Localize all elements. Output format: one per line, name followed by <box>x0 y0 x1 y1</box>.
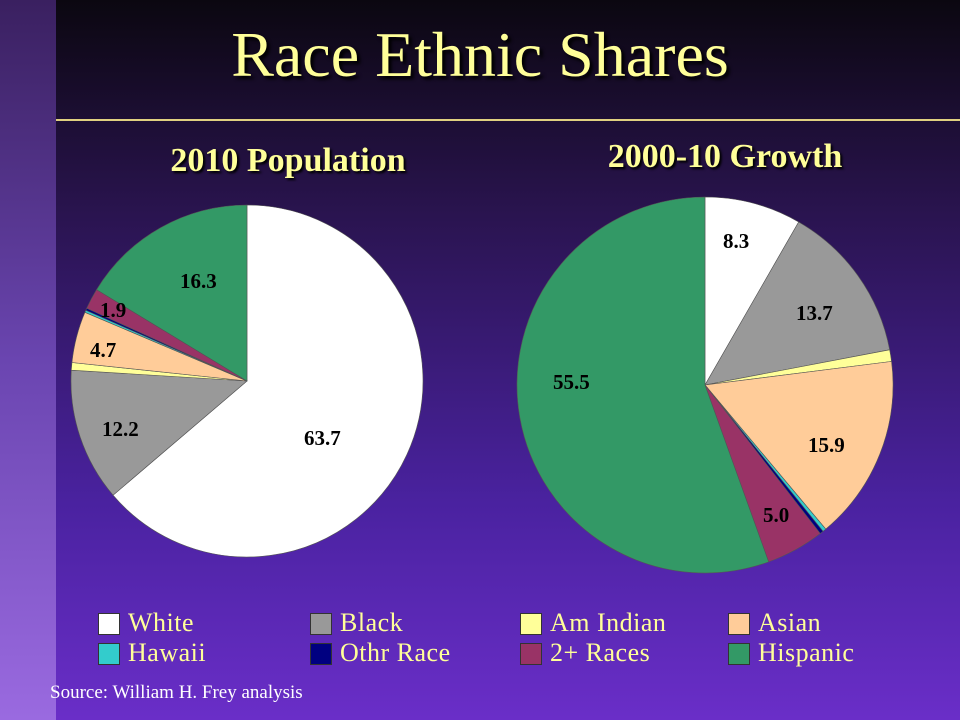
pie-slice-white <box>112 204 424 558</box>
data-label-black: 12.2 <box>102 417 139 441</box>
pie-slice-hispanic <box>96 204 248 382</box>
legend-label: Othr Race <box>340 638 451 667</box>
data-label-white: 63.7 <box>304 426 341 450</box>
data-label-2-races: 1.9 <box>100 298 126 322</box>
pie-slice-black <box>70 369 248 496</box>
chart-title-population: 2010 Population <box>170 142 406 179</box>
pie-slice-hispanic <box>516 196 770 574</box>
legend: White Black Am Indian Asian Hawaii Othr … <box>98 608 918 670</box>
title-divider <box>56 119 960 121</box>
data-label-asian: 4.7 <box>90 338 116 362</box>
legend-swatch <box>520 643 542 665</box>
legend-swatch <box>98 613 120 635</box>
legend-swatch <box>310 613 332 635</box>
side-accent-bar <box>0 0 56 720</box>
data-label-2-races: 5.0 <box>763 503 789 527</box>
legend-swatch <box>310 643 332 665</box>
legend-label: Black <box>340 608 404 637</box>
data-label-hispanic: 16.3 <box>180 269 217 293</box>
chart-title-growth: 2000-10 Growth <box>607 138 843 175</box>
legend-label: Hawaii <box>128 638 207 667</box>
data-label-black: 13.7 <box>796 301 833 325</box>
legend-label: White <box>128 608 195 637</box>
pie-slice-white <box>704 196 800 387</box>
legend-swatch <box>728 613 750 635</box>
legend-label: 2+ Races <box>550 638 651 667</box>
pie-slice-black <box>704 221 891 386</box>
legend-swatch <box>98 643 120 665</box>
legend-swatch <box>520 613 542 635</box>
legend-label: Asian <box>758 608 822 637</box>
data-label-hispanic: 55.5 <box>553 370 590 394</box>
source-note: Source: William H. Frey analysis <box>50 682 303 703</box>
slide-title: Race Ethnic Shares <box>231 19 729 90</box>
legend-label: Hispanic <box>758 638 855 667</box>
legend-swatch <box>728 643 750 665</box>
pie-slice-asian <box>704 361 894 530</box>
data-label-white: 8.3 <box>723 229 749 253</box>
legend-label: Am Indian <box>550 608 667 637</box>
data-label-asian: 15.9 <box>808 433 845 457</box>
